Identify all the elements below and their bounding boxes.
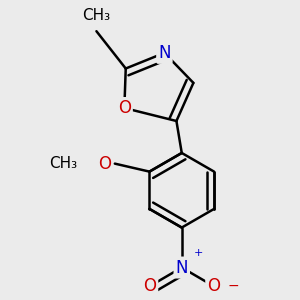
Text: N: N	[158, 44, 171, 62]
Text: +: +	[194, 248, 203, 258]
Text: O: O	[143, 277, 156, 295]
Text: O: O	[98, 154, 111, 172]
Text: CH₃: CH₃	[50, 156, 77, 171]
Text: N: N	[176, 259, 188, 277]
Text: O: O	[118, 99, 131, 117]
Text: CH₃: CH₃	[82, 8, 110, 23]
Text: −: −	[227, 279, 239, 293]
Text: O: O	[207, 277, 220, 295]
